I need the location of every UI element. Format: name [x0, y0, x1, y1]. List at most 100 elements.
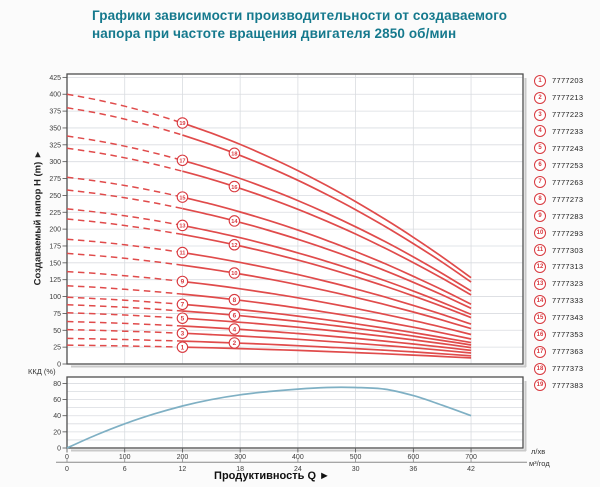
legend-item: 10 7777293	[534, 225, 583, 242]
legend-marker-circle: 4	[534, 125, 546, 138]
curve-marker-12	[228, 239, 241, 251]
curve-marker-11	[176, 246, 189, 259]
legend-marker-circle: 19	[534, 379, 546, 392]
curve-marker-10	[228, 267, 241, 279]
efficiency-chart-frame	[66, 376, 524, 449]
legend-item: 19 7777383	[534, 377, 583, 394]
flow-tick-label-m3h: 36	[409, 466, 417, 473]
legend-marker-circle: 17	[534, 345, 546, 358]
pump-curve-15	[182, 196, 472, 305]
legend-model-number: 7777233	[552, 126, 584, 136]
head-axis-tick-label: 25	[53, 345, 61, 352]
legend-marker-circle: 3	[534, 108, 546, 121]
curve-marker-9	[176, 275, 189, 288]
curve-marker-number: 12	[231, 243, 237, 249]
pump-curve-dashed-14	[66, 189, 183, 210]
legend-model-number: 7777223	[552, 110, 584, 120]
legend-marker-circle: 15	[534, 311, 546, 324]
figure-title-line2: напора при частоте вращения двигателя 28…	[92, 26, 457, 41]
curve-marker-18	[228, 147, 241, 160]
legend-marker-circle: 12	[534, 260, 546, 273]
flow-tick-label-lmin: 200	[177, 454, 189, 461]
legend-marker-circle: 6	[534, 159, 546, 172]
curve-marker-number: 16	[231, 185, 237, 191]
legend-item: 2 7777213	[534, 89, 583, 106]
legend-item: 11 7777303	[534, 242, 583, 259]
pump-curve-17	[182, 159, 472, 292]
flow-tick-label-m3h: 18	[236, 466, 244, 473]
legend-item: 5 7777243	[534, 140, 583, 157]
figure-title-line1: Графики зависимости производительности о…	[92, 8, 508, 23]
legend-marker-circle: 7	[534, 176, 546, 189]
flow-tick-label-lmin: 700	[465, 454, 477, 461]
curve-marker-number: 19	[179, 121, 185, 127]
flow-tick-label-lmin: 600	[407, 454, 419, 461]
curve-marker-number: 9	[181, 279, 185, 286]
flow-tick-label-m3h: 42	[467, 466, 475, 473]
legend-marker-circle: 11	[534, 244, 546, 256]
curve-marker-2	[228, 337, 241, 349]
legend-model-number: 7777283	[552, 211, 584, 221]
curve-marker-7	[176, 298, 189, 311]
pump-curve-dashed-3	[66, 328, 183, 334]
curve-marker-19	[176, 117, 189, 129]
head-axis-tick-label: 100	[49, 294, 61, 301]
curve-marker-number: 2	[233, 340, 237, 347]
head-axis-tick-label: 425	[49, 75, 61, 82]
legend-item: 18 7777373	[534, 360, 583, 377]
head-axis-tick-label: 150	[49, 260, 61, 267]
pump-curve-dashed-10	[66, 252, 183, 266]
curve-marker-number: 7	[181, 302, 185, 309]
y-axis-label: Создаваемый напор H (m) ►	[32, 149, 44, 286]
head-axis-tick-label: 225	[49, 210, 61, 217]
curve-marker-number: 18	[231, 151, 237, 157]
curve-marker-8	[228, 293, 241, 306]
curve-marker-1	[176, 341, 189, 353]
legend-marker-circle: 14	[534, 294, 546, 307]
pump-curve-19	[182, 122, 472, 279]
head-axis-tick-label: 200	[49, 227, 61, 234]
legend-marker-circle: 16	[534, 328, 546, 341]
curve-marker-number: 13	[179, 224, 185, 230]
legend-model-number: 7777333	[552, 296, 584, 306]
efficiency-axis-tick-label: 40	[53, 413, 61, 420]
curve-marker-number: 5	[181, 315, 185, 322]
pump-curve-dashed-6	[66, 303, 183, 312]
flow-tick-label-m3h: 0	[65, 466, 69, 473]
legend-item: 17 7777363	[534, 343, 583, 360]
pump-curve-dashed-11	[66, 238, 183, 254]
efficiency-axis-tick-label: 0	[57, 446, 61, 453]
legend-model-number: 7777273	[552, 194, 584, 204]
legend-model-number: 7777363	[552, 347, 584, 357]
legend-marker-circle: 18	[534, 362, 546, 375]
legend-item: 13 7777323	[534, 275, 583, 292]
curve-marker-6	[228, 309, 241, 321]
curve-marker-15	[176, 191, 189, 203]
head-axis-tick-label: 275	[49, 176, 61, 183]
head-axis-tick-label: 250	[49, 193, 61, 200]
legend-model-number: 7777353	[552, 330, 584, 340]
figure-title: Графики зависимости производительности о…	[92, 7, 507, 43]
unit-cubic-meters-per-hour-label: м³/год	[529, 459, 550, 468]
flow-tick-label-lmin: 0	[65, 454, 69, 461]
legend-item: 9 7777283	[534, 208, 583, 225]
flow-tick-label-m3h: 6	[123, 466, 127, 473]
pump-curve-dashed-4	[66, 320, 183, 327]
legend-model-number: 7777253	[552, 160, 584, 170]
pump-curve-dashed-16	[66, 147, 183, 172]
legend-item: 12 7777313	[534, 258, 583, 275]
efficiency-axis-label: ККД (%)	[28, 367, 56, 376]
unit-liters-per-minute-label: л/хв	[531, 447, 546, 456]
legend-item: 14 7777333	[534, 292, 583, 309]
curve-marker-3	[176, 327, 189, 339]
legend-item: 8 7777273	[534, 191, 583, 208]
legend-marker-circle: 13	[534, 277, 546, 290]
flow-tick-label-lmin: 400	[292, 454, 304, 461]
legend-item: 3 7777223	[534, 106, 583, 123]
pump-curve-dashed-8	[66, 285, 183, 295]
legend-model-number: 7777203	[552, 76, 584, 86]
efficiency-axis-tick-label: 60	[53, 397, 61, 404]
flow-tick-label-m3h: 24	[294, 466, 302, 473]
curve-marker-4	[228, 323, 241, 335]
